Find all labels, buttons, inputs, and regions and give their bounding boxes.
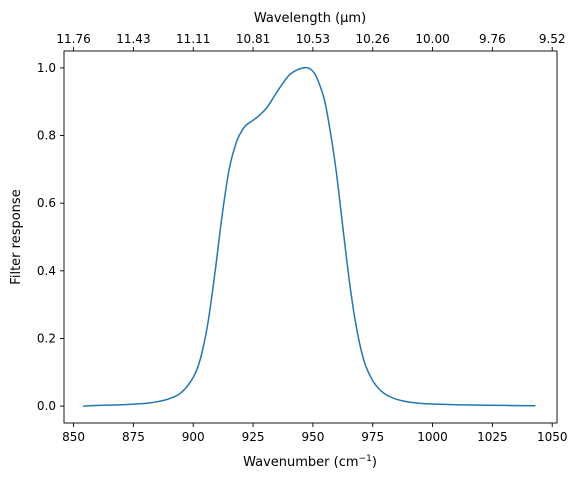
series-line-filter-response: [83, 66, 536, 407]
plot-frame: [63, 50, 558, 424]
x-axis-label-superscript: −1: [359, 454, 372, 464]
x-tick-label: 850: [62, 430, 85, 444]
x-axis-label-close: ): [372, 455, 377, 470]
y-tick-label: 0.2: [37, 331, 56, 345]
x-tick-label: 900: [182, 430, 205, 444]
y-tick-label: 0.0: [37, 399, 56, 413]
top-tick-label: 11.11: [176, 32, 210, 46]
x-tick-label: 875: [122, 430, 145, 444]
x-axis-label: Wavenumber (cm−1): [243, 454, 377, 470]
top-tick-label: 9.76: [479, 32, 506, 46]
ticks-layer: 850 875 900 925 950 975 1000 1025 1050 0.0 0.2 0.4 0…: [37, 32, 568, 444]
top-tick-label: 11.43: [116, 32, 150, 46]
y-tick-label: 0.4: [37, 264, 56, 278]
top-tick-label: 9.52: [539, 32, 566, 46]
y-tick-label: 1.0: [37, 61, 56, 75]
x-tick-label: 1000: [417, 430, 448, 444]
y-axis-label: Filter response: [9, 189, 24, 284]
x-tick-label: 925: [242, 430, 265, 444]
x-tick-label: 1050: [537, 430, 568, 444]
top-tick-label: 10.26: [356, 32, 390, 46]
top-tick-label: 10.81: [236, 32, 270, 46]
x-tick-label: 975: [361, 430, 384, 444]
top-axis-label: Wavelength (μm): [254, 11, 366, 26]
y-tick-label: 0.8: [37, 129, 56, 143]
x-tick-label: 1025: [477, 430, 508, 444]
x-tick-label: 950: [301, 430, 324, 444]
top-tick-label: 10.00: [415, 32, 449, 46]
y-tick-label: 0.6: [37, 196, 56, 210]
top-tick-label: 10.53: [296, 32, 330, 46]
x-axis-label-main: Wavenumber (cm: [243, 455, 358, 470]
top-tick-label: 11.76: [56, 32, 90, 46]
